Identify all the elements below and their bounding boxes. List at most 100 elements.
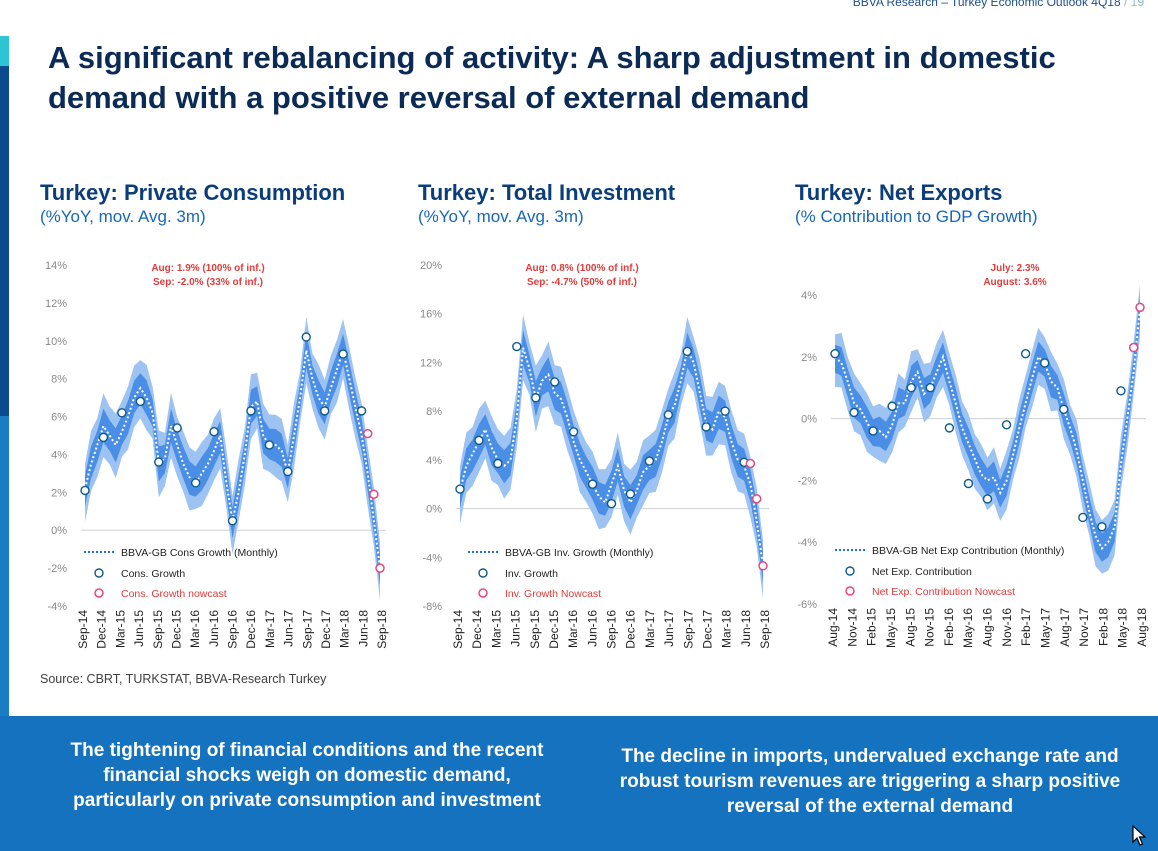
x-tick-label: Sep-18 (375, 610, 389, 649)
accent-bar-left-lower (0, 416, 9, 716)
x-tick-label: Dec-17 (319, 610, 333, 649)
chart-total-investment: 20% 16% 12% 8% 4% 0% -4% -8% Sep-14 Dec-14 Mar-15 J… (420, 260, 772, 649)
x-tick-label: Sep-14 (76, 610, 90, 649)
y-tick-label: 4% (801, 290, 817, 302)
y-tick-label: -4% (797, 537, 817, 549)
y-tick-label: 10% (45, 336, 67, 348)
x-tick-label: Dec-17 (700, 610, 714, 649)
x-tick-label: Jun-16 (585, 610, 599, 647)
bottom-band: The tightening of financial conditions a… (0, 716, 1158, 851)
data-point (512, 341, 522, 352)
legend-swatch-nowcast (94, 588, 104, 598)
legend-label: BBVA-GB Net Exp Contribution (Monthly) (872, 545, 1064, 557)
legend-label: Cons. Growth nowcast (121, 588, 227, 600)
data-point (625, 489, 636, 499)
data-point (1097, 522, 1107, 532)
nowcast-point (751, 494, 762, 504)
chart-title-consumption: Turkey: Private Consumption (40, 180, 346, 205)
x-tick-label: Sep-14 (451, 610, 465, 649)
data-point (1078, 512, 1088, 523)
x-tick-label: Nov-16 (1000, 608, 1014, 647)
y-tick-label: 0% (801, 414, 817, 426)
chart-net-exports: 4% 2% 0% -2% -4% -6% Aug-14 Nov-14 Feb-15 May-15 A… (797, 263, 1149, 648)
x-tick-label: Jun-15 (509, 610, 523, 647)
data-point (283, 466, 293, 477)
legend-swatch-marker (478, 568, 488, 578)
data-point (117, 408, 127, 418)
x-tick-label: Dec-16 (624, 610, 638, 649)
header-note: BBVA Research – Turkey Economic Outlook … (853, 0, 1144, 9)
data-point (356, 406, 367, 416)
x-tick-label: Jun-17 (662, 610, 676, 647)
nowcast-annotation: Aug: 0.8% (100% of inf.) (525, 263, 638, 274)
x-tick-label: Aug-16 (981, 608, 995, 647)
data-point (1039, 358, 1050, 368)
data-point (682, 346, 692, 357)
x-tick-label: Mar-15 (489, 610, 503, 648)
x-tick-label: Feb-16 (942, 608, 956, 646)
data-point (925, 382, 936, 393)
x-tick-label: Jun-15 (132, 610, 146, 647)
chart-title-net-exports: Turkey: Net Exports (795, 180, 1003, 205)
data-point (474, 435, 484, 446)
y-tick-label: 8% (426, 406, 442, 418)
y-tick-label: 2% (51, 487, 67, 499)
legend-swatch-marker (94, 568, 104, 578)
data-point (493, 458, 503, 469)
legend-swatch-nowcast (478, 588, 488, 598)
nowcast-annotation: Aug: 1.9% (100% of inf.) (151, 263, 264, 274)
x-tick-label: Jun-16 (207, 610, 221, 647)
data-point (531, 393, 541, 403)
nowcast-point (369, 489, 379, 499)
x-tick-label: Sep-16 (226, 610, 240, 649)
y-tick-label: 4% (426, 455, 442, 467)
legend-swatch-nowcast (845, 586, 855, 596)
slide-title: A significant rebalancing of activity: A… (48, 40, 1056, 115)
y-tick-label: -4% (422, 552, 442, 564)
x-tick-label: Sep-15 (151, 610, 165, 649)
y-tick-label: -2% (797, 475, 817, 487)
legend-label: Cons. Growth (121, 568, 185, 580)
data-point (644, 456, 655, 466)
x-tick-label: Nov-14 (845, 608, 859, 647)
x-tick-label: Mar-18 (338, 610, 352, 648)
data-point (1116, 386, 1126, 396)
data-point (1059, 404, 1069, 415)
confidence-band-inner (460, 330, 763, 583)
legend-label: Net Exp. Contribution (872, 566, 972, 578)
legend-label: BBVA-GB Cons Growth (Monthly) (121, 547, 278, 559)
y-tick-label: 20% (420, 260, 442, 272)
y-tick-label: 0% (51, 525, 67, 537)
nowcast-point (362, 428, 373, 439)
x-tick-label: Sep-18 (758, 610, 772, 649)
x-tick-label: Sep-15 (528, 610, 542, 649)
x-tick-label: Mar-18 (720, 610, 734, 648)
data-point (849, 407, 859, 418)
y-tick-label: -2% (47, 563, 67, 575)
data-point (906, 382, 916, 393)
x-tick-label: Nov-17 (1077, 608, 1091, 647)
data-point (663, 410, 674, 420)
data-point (172, 423, 182, 433)
x-tick-label: Mar-17 (643, 610, 657, 648)
series-line-monthly (834, 307, 1141, 551)
data-point (982, 494, 993, 504)
nowcast-annotation: August: 3.6% (983, 277, 1046, 288)
data-point (606, 499, 617, 509)
report-name: BBVA Research – Turkey Economic Outlook … (852, 0, 1121, 9)
x-tick-label: May-18 (1116, 608, 1130, 648)
y-tick-label: 4% (51, 449, 67, 461)
x-tick-label: Dec-15 (169, 610, 183, 649)
accent-bar-top (0, 36, 9, 66)
source-note: Source: CBRT, TURKSTAT, BBVA-Research Tu… (40, 672, 327, 686)
confidence-band-inner (85, 332, 380, 586)
data-point (154, 457, 164, 467)
y-tick-label: -4% (47, 601, 67, 613)
bottom-left-message: The tightening of financial conditions a… (70, 740, 544, 811)
data-point (98, 432, 109, 443)
nowcast-point (1128, 342, 1139, 353)
x-tick-label: Dec-15 (547, 610, 561, 649)
x-tick-label: Mar-15 (113, 610, 127, 648)
data-point (944, 423, 955, 433)
x-tick-label: Mar-17 (263, 610, 277, 648)
